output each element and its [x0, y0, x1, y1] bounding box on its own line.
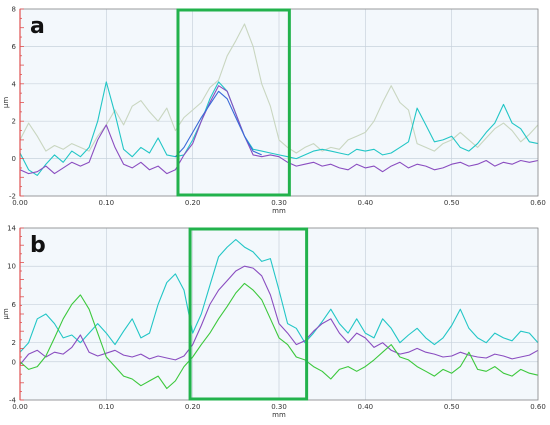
panel-b-y-axis-label: µm	[2, 308, 10, 319]
panel-a-y-tick-label: -2	[9, 193, 16, 201]
panel-a-y-tick-label: 0	[12, 155, 16, 163]
panel-a-y-tick-label: 6	[12, 43, 17, 51]
panel-a-series-line-1	[19, 81, 539, 176]
panel-b-y-tick-label: 0	[12, 358, 16, 366]
panel-a-y-tick-label: 2	[12, 118, 16, 126]
panel-b-y-tick-label: 14	[7, 225, 16, 233]
panel-b-x-tick-label: 0.50	[444, 403, 460, 411]
panel-b-y-tick-label: 6	[12, 301, 17, 309]
panel-b-x-axis-label: mm	[272, 411, 286, 419]
panel-b-highlight-box	[188, 227, 309, 401]
panel-b-x-tick-label: 0.20	[185, 403, 201, 411]
panel-b-letter: b	[30, 233, 46, 258]
panel-a-series-line-3	[174, 90, 262, 158]
panel-a-highlight-box	[176, 8, 291, 197]
panel-a-x-tick-label: 0.40	[358, 199, 374, 207]
panel-b-series-line-2	[19, 282, 539, 390]
panel-b-x-tick-label: 0.00	[12, 403, 28, 411]
panel-a-letter: a	[30, 14, 45, 39]
panel-a-x-tick-label: 0.50	[444, 199, 460, 207]
panel-b-series-line-0	[19, 238, 539, 353]
panel-b-x-tick-label: 0.40	[358, 403, 374, 411]
panel-b-y-tick-label: -4	[9, 397, 17, 405]
panel-a-x-tick-label: 0.10	[99, 199, 115, 207]
panel-b-chart: 0.00 0.10 0.20 0.30 0.40 0.50 0.60 -4 0 2 6 10 14 m…	[2, 225, 546, 420]
panel-a-series-line-2	[19, 85, 539, 175]
panel-b-x-tick-label: 0.30	[271, 403, 287, 411]
panel-a-x-tick-labels: 0.00 0.10 0.20 0.30 0.40 0.50 0.60	[12, 199, 546, 207]
panel-b-series-line-1	[19, 265, 539, 365]
panel-a-x-tick-label: 0.20	[185, 199, 201, 207]
panel-a-y-tick-label: 4	[12, 80, 17, 88]
panel-a-x-tick-label: 0.60	[530, 199, 546, 207]
panel-b-y-tick-labels: -4 0 2 6 10 14	[7, 225, 16, 405]
panel-b-x-tick-label: 0.10	[99, 403, 115, 411]
panel-a-y-tick-label: 8	[12, 6, 16, 14]
panel-a-x-axis-label: mm	[272, 207, 286, 215]
panel-a-y-tick-labels: -2 0 2 4 6 8	[9, 6, 17, 201]
panel-b-y-tick-label: 10	[7, 263, 16, 271]
panel-b-x-tick-labels: 0.00 0.10 0.20 0.30 0.40 0.50 0.60	[12, 403, 546, 411]
panel-a-series	[19, 23, 539, 176]
panel-b-series	[19, 238, 539, 390]
panel-a-y-axis-label: µm	[2, 97, 10, 108]
panel-a-x-tick-label: 0.30	[271, 199, 287, 207]
panel-b-y-tick-label: 2	[12, 339, 16, 347]
panel-a-x-tick-label: 0.00	[12, 199, 28, 207]
panel-b-x-tick-label: 0.60	[530, 403, 546, 411]
